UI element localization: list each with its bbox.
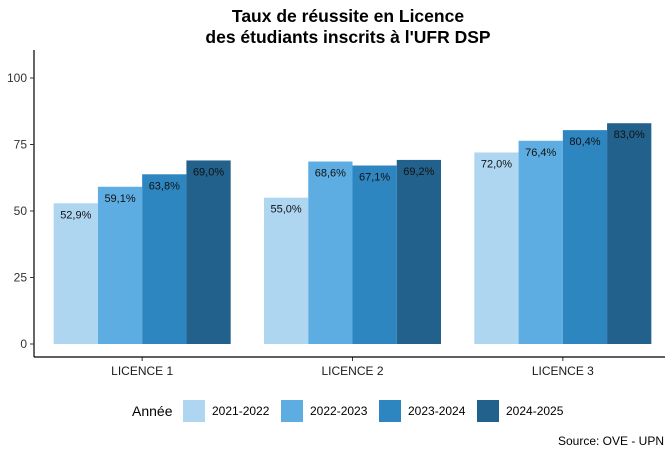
y-tick-label: 75 <box>14 138 28 152</box>
data-label: 72,0% <box>481 158 512 170</box>
data-label: 55,0% <box>271 204 302 216</box>
x-tick-label: LICENCE 3 <box>532 364 594 378</box>
bar-1-2021-2022 <box>53 203 98 344</box>
bar-3-2022-2023 <box>518 140 563 344</box>
legend-label: 2023-2024 <box>408 404 466 418</box>
chart-title-line-2: des étudiants inscrits à l'UFR DSP <box>205 27 491 47</box>
data-label: 69,2% <box>403 166 434 178</box>
legend-swatch <box>183 400 205 422</box>
data-labels-layer: 52,9% 59,1% 63,8% 69,0% 55,0% 68,6% 67,1% 69,2%… <box>60 129 645 221</box>
bar-2-2022-2023 <box>308 161 353 344</box>
x-tick-label: LICENCE 1 <box>111 364 173 378</box>
data-label: 67,1% <box>359 172 390 184</box>
data-label: 69,0% <box>193 166 224 178</box>
legend-swatch <box>477 400 499 422</box>
bar-3-2024-2025 <box>607 123 652 344</box>
legend-swatch <box>379 400 401 422</box>
y-tick-label: 100 <box>7 71 27 85</box>
bar-2-2023-2024 <box>352 165 397 344</box>
bar-1-2023-2024 <box>142 174 187 344</box>
legend-swatch <box>281 400 303 422</box>
bar-2-2021-2022 <box>264 197 309 344</box>
y-tick-label: 25 <box>14 271 28 285</box>
data-label: 76,4% <box>525 147 556 159</box>
data-label: 59,1% <box>104 193 135 205</box>
legend-title: Année <box>132 403 173 419</box>
data-label: 52,9% <box>60 209 91 221</box>
x-tick-label: LICENCE 2 <box>321 364 383 378</box>
legend-label: 2021-2022 <box>212 404 270 418</box>
source-caption: Source: OVE - UPN <box>558 434 664 448</box>
bar-1-2024-2025 <box>186 160 231 344</box>
axes-layer: LICENCE 1 LICENCE 2 LICENCE 3 0 25 50 75 100 <box>7 50 665 378</box>
bar-1-2022-2023 <box>97 186 143 344</box>
data-label: 68,6% <box>315 168 346 180</box>
chart-title-line-1: Taux de réussite en Licence <box>232 6 464 26</box>
bar-2-2024-2025 <box>396 159 441 344</box>
data-label: 80,4% <box>569 136 600 148</box>
y-tick-label: 50 <box>14 204 28 218</box>
bars-layer <box>53 123 652 344</box>
legend-label: 2022-2023 <box>310 404 368 418</box>
bar-3-2021-2022 <box>474 152 519 344</box>
data-label: 63,8% <box>149 180 180 192</box>
y-tick-label: 0 <box>20 337 27 351</box>
bar-3-2023-2024 <box>562 130 608 344</box>
data-label: 83,0% <box>614 129 645 141</box>
legend-label: 2024-2025 <box>506 404 564 418</box>
legend: Année 2021-2022 2022-2023 2023-2024 2024-202… <box>132 400 564 422</box>
